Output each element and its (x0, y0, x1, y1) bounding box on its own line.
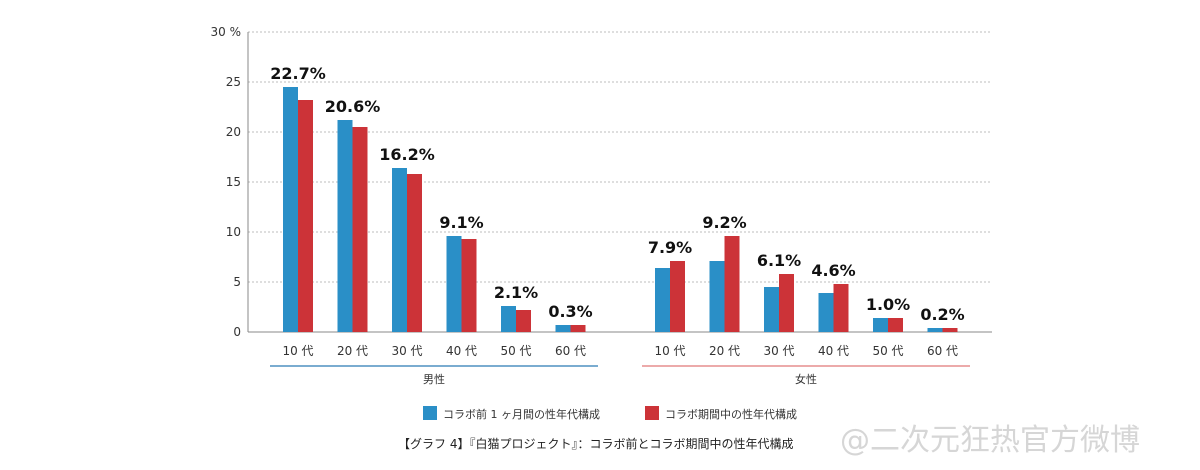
y-tick-label: 15 (226, 175, 241, 189)
bar-before (655, 268, 670, 332)
bar-during (724, 236, 740, 332)
data-label: 6.1% (757, 251, 801, 270)
category-label: 10 代 (654, 344, 685, 358)
category-label: 60 代 (555, 344, 586, 358)
bar-before (555, 325, 571, 332)
bar-during (298, 100, 313, 332)
data-label: 22.7% (270, 64, 326, 83)
y-tick-label: 20 (226, 125, 241, 139)
bar-during (516, 310, 531, 332)
bar-during (670, 261, 685, 332)
y-tick-label: 0 (233, 325, 241, 339)
bar-before (337, 120, 353, 332)
data-label: 20.6% (325, 97, 381, 116)
category-label: 40 代 (446, 344, 477, 358)
bar-before (283, 87, 298, 332)
bar-before (818, 293, 834, 332)
data-labels: 22.7% 20.6% 16.2% 9.1% 2.1% 0.3% 7.9% 9.2% 6.1% 4… (270, 64, 964, 324)
y-axis-ticks: 0 5 10 15 20 25 30 % (211, 25, 242, 339)
female-group-label: 女性 (795, 372, 817, 386)
chart-caption: 【グラフ 4】『白猫プロジェクト』：コラボ前とコラボ期間中の性年代構成 (398, 436, 793, 451)
legend-swatch-before (423, 406, 437, 420)
data-label: 7.9% (648, 238, 692, 257)
legend-swatch-during (645, 406, 659, 420)
y-tick-label: 25 (226, 75, 241, 89)
bar-before (927, 328, 943, 332)
data-label: 9.1% (439, 213, 483, 232)
data-label: 4.6% (811, 261, 855, 280)
legend-label-during: コラボ期間中の性年代構成 (665, 407, 797, 421)
data-label: 16.2% (379, 145, 435, 164)
y-tick-label: 10 (226, 225, 241, 239)
bar-during (461, 239, 477, 332)
bar-during (833, 284, 849, 332)
data-label: 2.1% (494, 283, 538, 302)
category-label: 20 代 (709, 344, 740, 358)
data-label: 0.2% (920, 305, 964, 324)
category-label: 30 代 (763, 344, 794, 358)
bar-before (764, 287, 779, 332)
bar-during (407, 174, 422, 332)
y-tick-label: 5 (233, 275, 241, 289)
data-label: 0.3% (548, 302, 592, 321)
bar-during (352, 127, 368, 332)
grid-lines (247, 31, 992, 333)
bar-before (392, 168, 407, 332)
bar-before (501, 306, 516, 332)
data-label: 1.0% (866, 295, 910, 314)
bar-before (446, 236, 462, 332)
bar-before (709, 261, 725, 332)
category-label: 50 代 (872, 344, 903, 358)
legend: コラボ前 1 ヶ月間の性年代構成 コラボ期間中の性年代構成 (423, 406, 797, 421)
category-label: 20 代 (337, 344, 368, 358)
bar-during (942, 328, 958, 332)
category-label: 40 代 (818, 344, 849, 358)
category-label: 50 代 (500, 344, 531, 358)
bar-during (779, 274, 794, 332)
y-tick-label: 30 % (211, 25, 242, 39)
watermark: @二次元狂热官方微博 (840, 423, 1140, 458)
category-label: 30 代 (391, 344, 422, 358)
bars (283, 87, 958, 332)
category-label: 10 代 (282, 344, 313, 358)
legend-label-before: コラボ前 1 ヶ月間の性年代構成 (443, 407, 600, 421)
category-labels: 10 代 20 代 30 代 40 代 50 代 60 代 10 代 20 代 30 代 40 代… (282, 344, 958, 358)
bar-during (888, 318, 903, 332)
bar-during (570, 325, 586, 332)
male-group-label: 男性 (423, 372, 445, 386)
bar-before (873, 318, 888, 332)
data-label: 9.2% (702, 213, 746, 232)
category-label: 60 代 (927, 344, 958, 358)
